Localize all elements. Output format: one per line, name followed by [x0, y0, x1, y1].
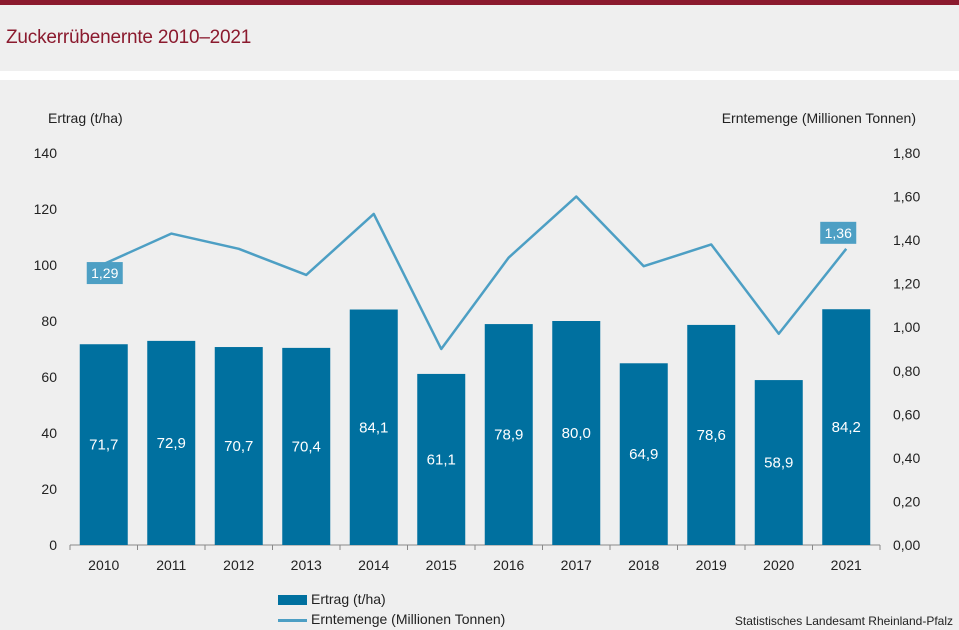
x-tick-label: 2016 [493, 557, 524, 573]
y-left-tick-label: 140 [34, 145, 58, 161]
divider [0, 71, 959, 80]
x-tick-label: 2017 [561, 557, 592, 573]
x-tick-label: 2011 [156, 557, 186, 573]
plot-background [0, 80, 959, 630]
bar-value-label: 71,7 [89, 437, 118, 454]
bar [79, 344, 128, 545]
legend-item-bar: Ertrag (t/ha) [278, 591, 386, 607]
bar-value-label: 61,1 [427, 451, 456, 468]
y-left-tick-label: 40 [41, 425, 57, 441]
legend-item-line: Erntemenge (Millionen Tonnen) [278, 611, 505, 627]
annotation-label: 1,29 [91, 265, 118, 281]
y-right-tick-label: 0,60 [893, 406, 920, 422]
y-right-tick-label: 0,40 [893, 450, 920, 466]
bar [687, 324, 736, 545]
annotation-label: 1,36 [825, 225, 852, 241]
y-left-tick-label: 80 [41, 313, 57, 329]
header: Zuckerrübenernte 2010–2021 [0, 5, 959, 71]
x-tick-label: 2021 [831, 557, 862, 573]
bar [282, 347, 331, 545]
y-left-tick-label: 100 [34, 257, 58, 273]
line-value-annotation: 1,29 [86, 262, 123, 285]
bar [484, 324, 533, 545]
y-right-tick-label: 0,00 [893, 537, 920, 553]
y-right-tick-label: 1,80 [893, 145, 920, 161]
x-tick-label: 2014 [358, 557, 389, 573]
series-line [103, 195, 848, 351]
bar-value-label: 72,9 [157, 435, 186, 452]
x-tick-label: 2015 [426, 557, 457, 573]
bar [552, 321, 601, 545]
y-left-axis-title: Ertrag (t/ha) [48, 110, 123, 126]
source-credit: Statistisches Landesamt Rheinland-Pfalz [734, 614, 953, 628]
y-right-tick-label: 1,40 [893, 232, 920, 248]
y-right-tick-label: 0,80 [893, 363, 920, 379]
bar [214, 347, 263, 545]
y-left-tick-label: 20 [41, 481, 57, 497]
bar [417, 373, 466, 545]
legend-line-swatch [278, 618, 307, 622]
bar-value-label: 78,6 [697, 427, 726, 444]
bar [822, 309, 871, 545]
x-tick-label: 2013 [291, 557, 322, 573]
bar-value-label: 84,1 [359, 419, 388, 436]
x-tick-label: 2019 [696, 557, 727, 573]
bar-value-label: 58,9 [764, 455, 793, 472]
annotation-box [820, 221, 857, 244]
legend-line-label: Erntemenge (Millionen Tonnen) [311, 611, 506, 627]
bar-value-label: 64,9 [629, 446, 658, 463]
x-tick-label: 2020 [763, 557, 794, 573]
bar [147, 340, 196, 545]
bar-value-label: 84,2 [832, 419, 861, 436]
y-left-tick-label: 60 [41, 369, 57, 385]
accent-bar [0, 0, 959, 5]
bar-value-label: 70,4 [292, 438, 321, 455]
x-tick-label: 2010 [88, 557, 119, 573]
y-left-tick-label: 120 [34, 201, 58, 217]
page-title: Zuckerrübenernte 2010–2021 [6, 27, 252, 48]
bar [754, 380, 803, 545]
x-tick-label: 2018 [628, 557, 659, 573]
line-value-annotation: 1,36 [820, 221, 857, 244]
y-left-tick-label: 0 [49, 537, 57, 553]
y-right-axis-title: Erntemenge (Millionen Tonnen) [722, 110, 916, 126]
bar [619, 363, 668, 545]
bar-value-label: 80,0 [562, 425, 591, 442]
y-right-tick-label: 0,20 [893, 493, 920, 509]
legend-bar-label: Ertrag (t/ha) [311, 591, 386, 607]
bar-value-label: 78,9 [494, 427, 523, 444]
bar [349, 309, 398, 545]
y-right-tick-label: 1,00 [893, 319, 920, 335]
annotation-box [86, 262, 123, 285]
bar-value-label: 70,7 [224, 438, 253, 455]
y-right-tick-label: 1,60 [893, 189, 920, 205]
x-tick-label: 2012 [223, 557, 254, 573]
y-right-tick-label: 1,20 [893, 276, 920, 292]
legend-bar-swatch [278, 595, 307, 606]
